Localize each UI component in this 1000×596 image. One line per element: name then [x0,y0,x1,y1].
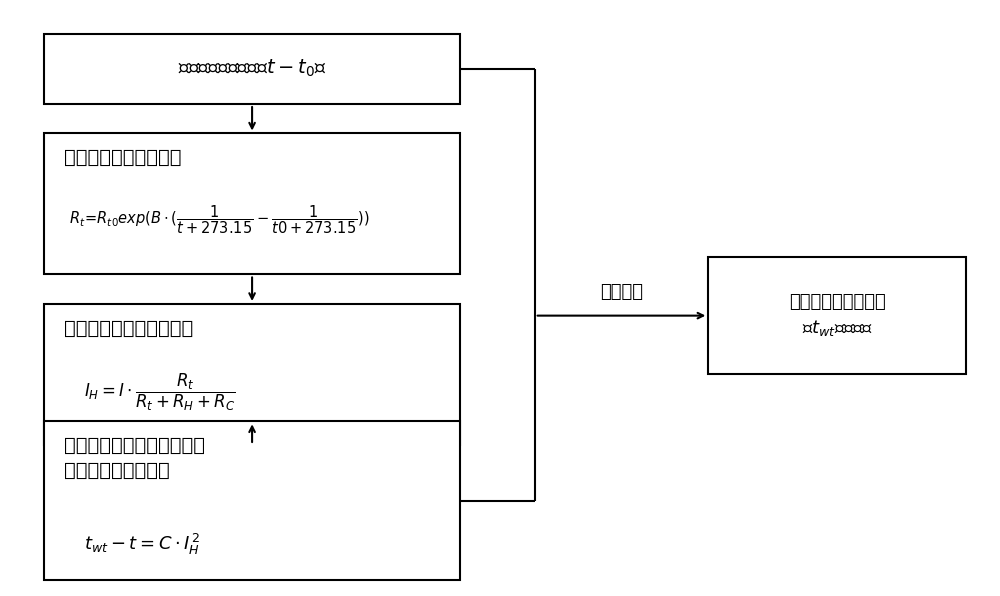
FancyBboxPatch shape [44,304,460,445]
Text: 硅光器件因加热薄膜上电流
变化引起的温度变化: 硅光器件因加热薄膜上电流 变化引起的温度变化 [64,436,205,480]
Text: $I_H = I \cdot \dfrac{R_t}{R_t + R_H + R_C}$: $I_H = I \cdot \dfrac{R_t}{R_t + R_H + R… [84,371,235,412]
Text: $t_{wt} - t = C \cdot I_H^{\,2}$: $t_{wt} - t = C \cdot I_H^{\,2}$ [84,532,200,557]
Text: 环境温度发生变化（$t - t_0$）: 环境温度发生变化（$t - t_0$） [178,58,326,79]
Text: 硅光器件实际工作温
度$t_{wt}$基本不变: 硅光器件实际工作温 度$t_{wt}$基本不变 [789,293,886,339]
FancyBboxPatch shape [44,33,460,104]
FancyBboxPatch shape [708,257,966,374]
FancyBboxPatch shape [44,421,460,580]
Text: 综合作用: 综合作用 [600,283,643,301]
Text: 加热薄膜上电流发生变化: 加热薄膜上电流发生变化 [64,319,193,337]
FancyBboxPatch shape [44,134,460,275]
Text: 热敏电阻阻值发生变化: 热敏电阻阻值发生变化 [64,148,181,167]
Text: $R_t\!=\!R_{t0}exp(B \cdot (\dfrac{1}{t+273.15}-\dfrac{1}{t0+273.15}))$: $R_t\!=\!R_{t0}exp(B \cdot (\dfrac{1}{t+… [69,204,369,236]
